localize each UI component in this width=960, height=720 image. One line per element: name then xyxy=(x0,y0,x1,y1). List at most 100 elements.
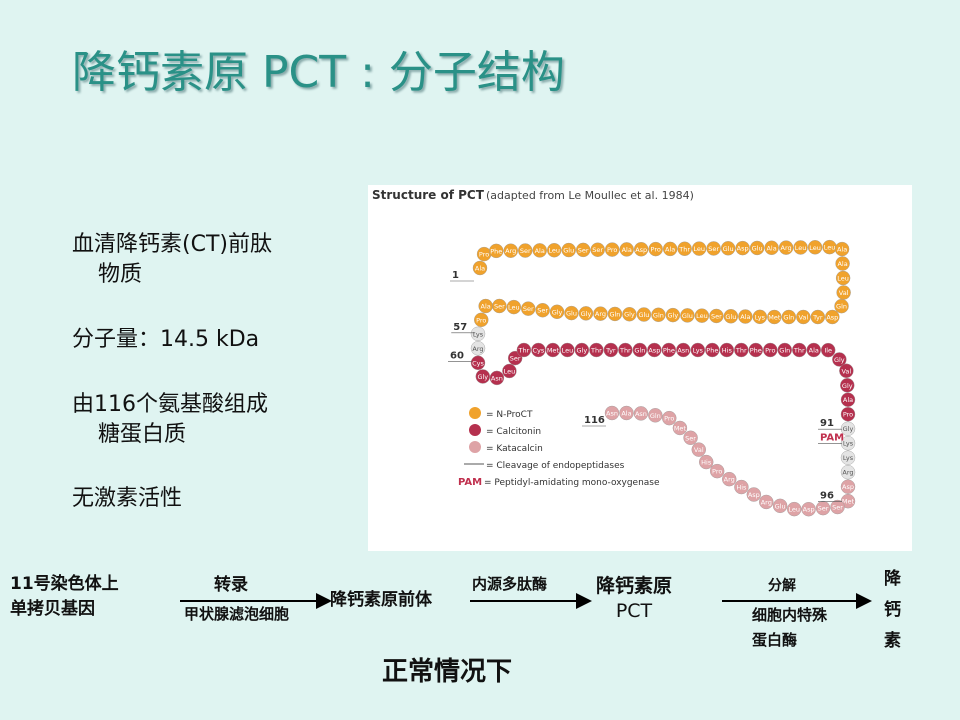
residue-bead xyxy=(677,241,692,256)
residue-label: Ile xyxy=(824,347,832,355)
residue-label: Gln xyxy=(653,311,664,319)
residue-bead xyxy=(648,408,663,423)
residue-bead xyxy=(518,243,533,258)
residue-label: Pro xyxy=(479,251,489,259)
residue-label: Glu xyxy=(725,313,736,321)
residue-label: Arg xyxy=(505,247,516,255)
residue-label: Gly xyxy=(577,347,588,355)
residue-bead xyxy=(734,342,749,358)
residue-bead xyxy=(834,241,850,257)
gene: 11号染色体上 单拷贝基因 xyxy=(10,572,119,622)
line: PCT xyxy=(615,600,653,622)
residue-bead xyxy=(787,501,802,517)
legend-label: = N-ProCT xyxy=(486,410,533,420)
residue-bead xyxy=(560,342,575,358)
residue-label: Gln xyxy=(836,303,847,311)
label: 降钙素 xyxy=(884,569,901,651)
residue-label: His xyxy=(736,484,747,492)
residue-bead xyxy=(603,342,619,358)
residue-bead xyxy=(672,420,688,436)
residue-label: Asp xyxy=(842,483,854,491)
label: 降钙素原 PCT xyxy=(596,574,672,624)
residue-label: Arg xyxy=(724,476,735,484)
residue-bead xyxy=(545,342,561,358)
residue-bead xyxy=(840,407,856,422)
residue-label: Thr xyxy=(678,245,690,253)
residue-bead xyxy=(752,309,768,325)
residue-bead xyxy=(839,363,854,379)
residue-label: Gly xyxy=(834,356,845,364)
residue-bead xyxy=(521,301,536,316)
residue-bead xyxy=(632,342,648,358)
residue-label: Cys xyxy=(533,347,545,355)
residue-label: Asn xyxy=(635,410,647,418)
residue-label: Tyr xyxy=(605,347,616,355)
label: 转录 xyxy=(214,575,248,595)
residue-label: Glu xyxy=(723,245,734,253)
residue-bead xyxy=(549,304,565,320)
residue-bead xyxy=(748,342,763,358)
figure-source: (adapted from Le Moullec et al. 1984) xyxy=(486,189,694,202)
residue-bead xyxy=(801,502,816,517)
residue-bead xyxy=(690,342,706,358)
residue-label: Val xyxy=(694,446,704,454)
residue-bead xyxy=(578,306,594,321)
residue-bead xyxy=(503,243,518,258)
line: 11号染色体上 xyxy=(10,574,119,594)
residue-bead xyxy=(470,341,486,356)
legend-label: = Katacalcin xyxy=(486,444,543,454)
residue-label: Leu xyxy=(508,304,520,312)
residue-bead xyxy=(825,309,840,325)
residue-bead xyxy=(699,454,714,470)
residue-bead xyxy=(705,342,720,358)
residue-label: Asp xyxy=(826,314,838,322)
residue-bead xyxy=(478,298,493,314)
residue-label: Gln xyxy=(650,412,661,420)
line: 降钙素原 xyxy=(596,575,673,597)
residue-bead xyxy=(706,241,721,256)
residue-bead xyxy=(618,342,633,358)
figure-title: Structure of PCT xyxy=(372,188,485,202)
residue-label: Lys xyxy=(843,440,854,448)
residue-bead xyxy=(840,421,856,436)
residue-bead xyxy=(593,306,608,321)
residue-bead xyxy=(636,307,652,322)
line: 物质 xyxy=(98,262,143,287)
residue-label: Gly xyxy=(624,311,635,319)
residue-label: Lys xyxy=(693,347,704,355)
residue-label: Met xyxy=(674,424,687,432)
residue-bead xyxy=(470,326,486,342)
residue-bead xyxy=(489,370,505,386)
residue-bead xyxy=(796,309,811,325)
residue-bead xyxy=(807,240,823,255)
residue-bead xyxy=(590,242,605,257)
line: 细胞内特殊 xyxy=(752,606,828,624)
residue-label: Asp xyxy=(635,246,647,254)
residue-label: Ala xyxy=(837,260,847,268)
residue-bead xyxy=(709,308,724,324)
line: 单拷贝基因 xyxy=(10,599,95,619)
residue-bead xyxy=(561,242,576,258)
residue-label: Ala xyxy=(837,246,847,254)
residue-bead xyxy=(763,342,778,358)
residue-label: Cys xyxy=(472,359,484,367)
residue-label: Glu xyxy=(638,311,649,319)
residue-label: Ala xyxy=(740,313,750,321)
residue-label: Glu xyxy=(682,312,693,320)
residue-label: Phe xyxy=(663,347,675,355)
residue-label: Pro xyxy=(765,347,775,355)
residue-label: Ser xyxy=(708,245,719,253)
marker-label: 1 xyxy=(452,270,459,281)
residue-label: Asp xyxy=(748,491,760,499)
residue-bead xyxy=(474,312,489,328)
residue-bead xyxy=(651,307,666,323)
residue-bead xyxy=(734,479,749,495)
residue-bead xyxy=(759,494,774,510)
residue-bead xyxy=(661,342,677,358)
residue-bead xyxy=(694,308,710,323)
residue-label: Ala xyxy=(481,303,491,311)
residue-bead xyxy=(502,363,517,379)
residue-label: Glu xyxy=(752,244,763,252)
title: 降钙素原 PCT : 分子结构 xyxy=(72,47,565,98)
residue-label: Glu xyxy=(566,310,577,318)
